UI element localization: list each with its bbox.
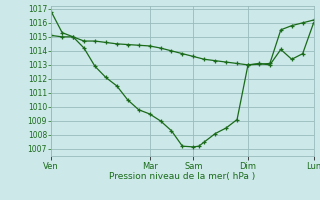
X-axis label: Pression niveau de la mer( hPa ): Pression niveau de la mer( hPa ) xyxy=(109,172,256,181)
